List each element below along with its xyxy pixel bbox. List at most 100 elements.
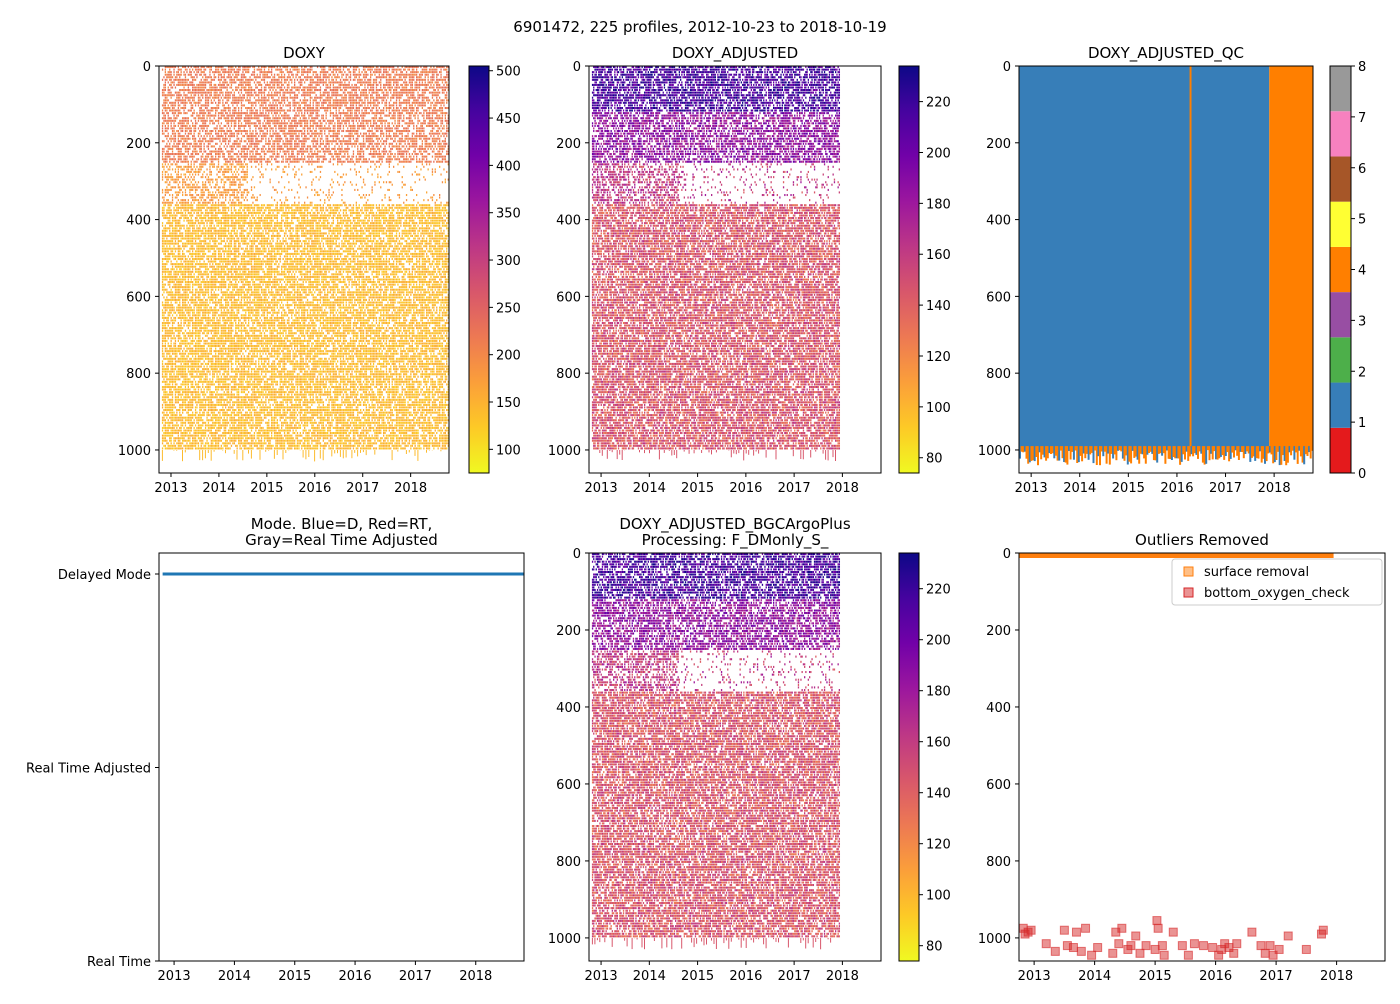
heatmap-cell (165, 337, 166, 339)
heatmap-cell (162, 117, 163, 119)
heatmap-cell (168, 360, 169, 362)
heatmap-cell (168, 222, 169, 224)
heatmap-cell (169, 156, 170, 158)
heatmap-cell (169, 69, 170, 71)
heatmap-cell (162, 284, 163, 286)
heatmap-cell (168, 335, 169, 337)
heatmap-cell (162, 202, 163, 204)
heatmap-cell (165, 371, 166, 373)
heatmap-cell (163, 322, 164, 324)
heatmap-cell (165, 345, 166, 347)
heatmap-cell (162, 289, 163, 291)
heatmap-cell (163, 307, 164, 309)
heatmap-cell (162, 215, 163, 217)
heatmap-cell (166, 396, 167, 398)
heatmap-cell (168, 204, 169, 206)
heatmap-cell (162, 230, 163, 232)
heatmap-cell (165, 381, 166, 383)
heatmap-cell (169, 424, 170, 426)
heatmap-cell (168, 163, 169, 165)
heatmap-cell (162, 330, 163, 332)
heatmap-cell (163, 94, 164, 96)
heatmap-cell (168, 135, 169, 137)
heatmap-cell (165, 94, 166, 96)
heatmap-cell (162, 89, 163, 91)
heatmap-cell (166, 161, 167, 163)
heatmap-cell (168, 406, 169, 408)
heatmap-cell (165, 263, 166, 265)
heatmap-cell (168, 151, 169, 153)
heatmap-cell (166, 215, 167, 217)
heatmap-cell (163, 199, 164, 201)
heatmap-cell (165, 430, 166, 432)
heatmap-cell (165, 217, 166, 219)
heatmap-cell (165, 437, 166, 439)
heatmap-cell (169, 222, 170, 224)
heatmap-cell (165, 89, 166, 91)
heatmap-cell (166, 199, 167, 201)
heatmap-cell (168, 427, 169, 429)
heatmap-cell (168, 447, 169, 449)
heatmap-cell (165, 248, 166, 250)
heatmap-cell (166, 153, 167, 155)
heatmap-cell (162, 268, 163, 270)
heatmap-cell (163, 279, 164, 281)
figure-title: 6901472, 225 profiles, 2012-10-23 to 201… (513, 18, 886, 36)
heatmap-cell (168, 399, 169, 401)
heatmap-cell (163, 87, 164, 89)
heatmap-cell (163, 389, 164, 391)
heatmap-cell (165, 394, 166, 396)
heatmap-cell (165, 161, 166, 163)
heatmap-cell (162, 325, 163, 327)
heatmap-cell (168, 104, 169, 106)
heatmap-cell (162, 94, 163, 96)
heatmap-cell (169, 286, 170, 288)
heatmap-cell (162, 417, 163, 419)
heatmap-cell (163, 427, 164, 429)
heatmap-cell (165, 373, 166, 375)
heatmap-cell (168, 317, 169, 319)
heatmap-cell (169, 406, 170, 408)
heatmap-cell (165, 115, 166, 117)
heatmap-cell (165, 389, 166, 391)
heatmap-cell (163, 263, 164, 265)
heatmap-cell (169, 404, 170, 406)
heatmap-cell (165, 307, 166, 309)
heatmap-cell (166, 227, 167, 229)
heatmap-cell (163, 102, 164, 104)
heatmap-cell (166, 181, 167, 183)
heatmap-cell (169, 76, 170, 78)
heatmap-cell (169, 145, 170, 147)
heatmap-cell (169, 335, 170, 337)
heatmap-cell (169, 74, 170, 76)
heatmap-cell (163, 209, 164, 211)
heatmap-cell (163, 204, 164, 206)
heatmap-cell (168, 394, 169, 396)
heatmap-cell (163, 371, 164, 373)
heatmap-cell (162, 368, 163, 370)
heatmap-cell (169, 245, 170, 247)
heatmap-cell (165, 383, 166, 385)
heatmap-cell (165, 240, 166, 242)
heatmap-cell (166, 99, 167, 101)
heatmap-cell (168, 235, 169, 237)
heatmap-cell (166, 381, 167, 383)
heatmap-cell (166, 245, 167, 247)
heatmap-cell (163, 168, 164, 170)
heatmap-cell (163, 107, 164, 109)
heatmap-cell (163, 276, 164, 278)
heatmap-cell (162, 314, 163, 316)
heatmap-cell (162, 440, 163, 442)
heatmap-cell (163, 240, 164, 242)
heatmap-cell (165, 368, 166, 370)
heatmap-cell (169, 332, 170, 334)
heatmap-cell (162, 447, 163, 449)
heatmap-cell (169, 432, 170, 434)
heatmap-cell (162, 389, 163, 391)
heatmap-cell (166, 401, 167, 403)
heatmap-cell (169, 409, 170, 411)
heatmap-cell (163, 122, 164, 124)
heatmap-cell (166, 412, 167, 414)
heatmap-cell (162, 261, 163, 263)
heatmap-cell (169, 309, 170, 311)
